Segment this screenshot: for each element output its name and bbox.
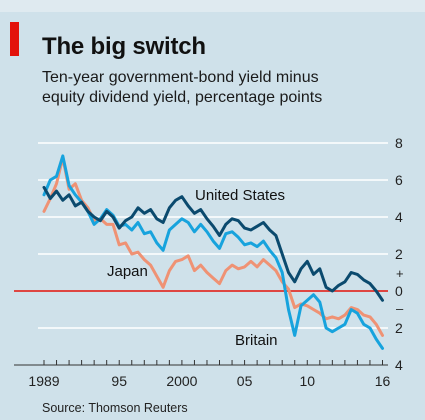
y-minus-sign: – (396, 301, 404, 316)
subtitle-line-2: equity dividend yield, percentage points (42, 89, 323, 106)
y-tick-label: 6 (395, 172, 403, 188)
y-tick-label: 4 (395, 357, 403, 373)
series-annotations: United States Japan Britain (107, 187, 285, 349)
x-axis: 1989 95 2000 05 10 16 (14, 360, 390, 389)
y-tick-label: 8 (395, 135, 403, 151)
series-label-britain: Britain (235, 332, 278, 349)
x-tick-label: 95 (111, 373, 127, 389)
series-line-united-states (42, 185, 384, 302)
y-tick-labels: 8 6 4 2 0 2 4 + – (395, 135, 404, 373)
top-band (0, 0, 425, 12)
source-note: Source: Thomson Reuters (42, 401, 188, 415)
y-plus-sign: + (396, 266, 404, 281)
y-tick-label: 0 (395, 283, 403, 299)
y-tick-label: 2 (395, 246, 403, 262)
series-label-united-states: United States (195, 187, 285, 204)
x-tick-label: 10 (299, 373, 315, 389)
red-accent-bar (10, 22, 19, 56)
series-label-japan: Japan (107, 263, 148, 280)
series-line-britain (42, 154, 384, 350)
gridlines (14, 142, 388, 329)
y-tick-label: 4 (395, 209, 403, 225)
x-tick-label: 05 (237, 373, 253, 389)
series-line-japan (42, 156, 384, 337)
chart-subtitle: Ten-year government-bond yield minus equ… (42, 68, 402, 108)
x-tick-label: 1989 (28, 373, 59, 389)
chart-title: The big switch (42, 33, 206, 60)
series-lines (42, 154, 384, 350)
subtitle-line-1: Ten-year government-bond yield minus (42, 69, 319, 86)
y-tick-label: 2 (395, 320, 403, 336)
x-tick-label: 16 (375, 373, 391, 389)
x-tick-label: 2000 (166, 373, 197, 389)
